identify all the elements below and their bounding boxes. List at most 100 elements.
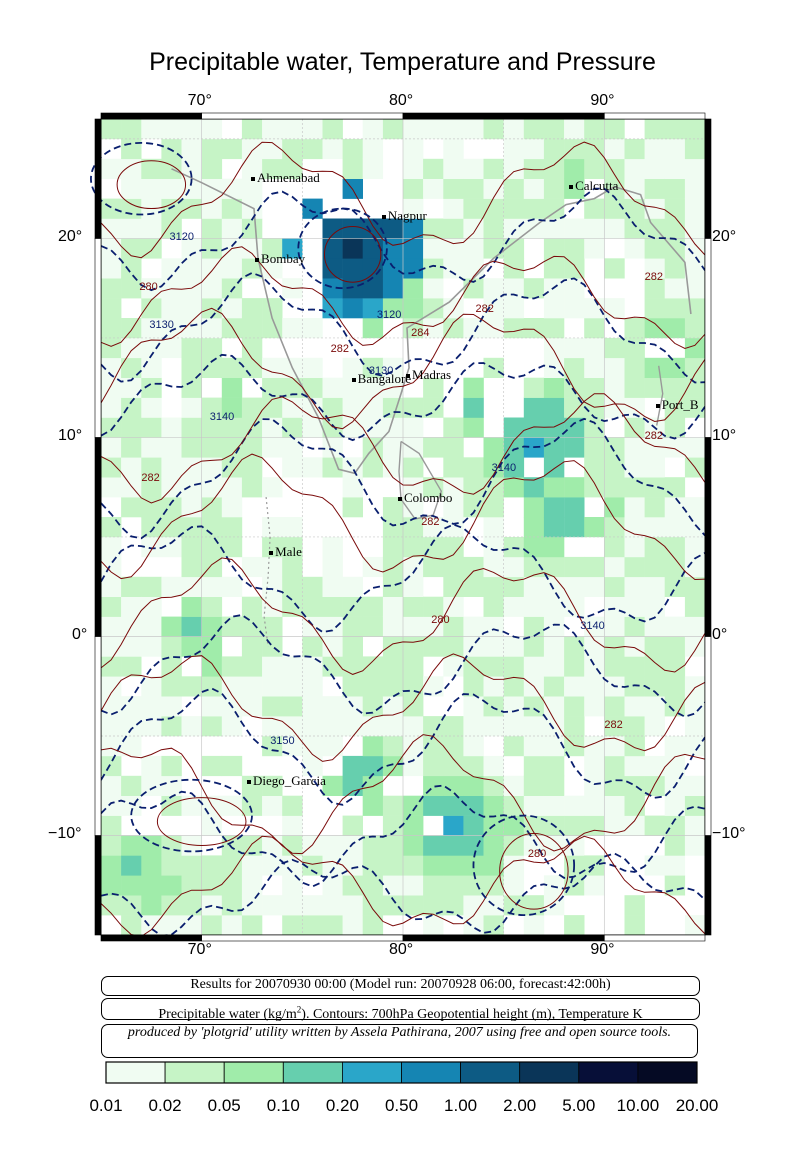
pw-cell [121, 258, 142, 279]
pw-cell [322, 915, 343, 936]
pw-cell [644, 238, 665, 259]
pw-cell [161, 497, 182, 518]
pw-cell [221, 218, 243, 239]
pw-cell [443, 716, 464, 737]
pw-cell [523, 497, 545, 518]
left-lat-label: 0° [72, 626, 88, 644]
pw-cell [101, 337, 122, 359]
pw-cell [322, 895, 343, 916]
pw-cell [463, 915, 484, 936]
pw-cell [624, 556, 645, 578]
pw-cell [664, 477, 686, 498]
pw-cell [121, 457, 142, 478]
pw-cell [342, 158, 363, 179]
pw-cell [463, 616, 484, 637]
pw-cell [543, 298, 565, 319]
pw-cell [282, 457, 303, 478]
pw-cell [141, 676, 162, 697]
pw-cell [664, 357, 686, 378]
pw-cell [684, 676, 706, 697]
pw-cell [322, 716, 343, 737]
pw-cell [403, 596, 424, 617]
pw-cell [503, 278, 525, 299]
pw-cell [443, 596, 464, 617]
pw-cell [644, 258, 665, 279]
pw-cell [543, 875, 565, 896]
pw-cell [362, 457, 384, 478]
pw-cell [403, 497, 424, 518]
pw-cell [161, 576, 182, 597]
pw-cell [221, 318, 243, 339]
pw-cell [523, 397, 545, 418]
pw-cell [463, 377, 484, 398]
right-lat-label: 0° [712, 626, 728, 644]
pw-cell [201, 417, 223, 438]
pw-cell [403, 218, 424, 239]
pw-cell [121, 716, 142, 737]
pw-cell [262, 636, 283, 657]
pw-cell [101, 517, 122, 538]
pw-cell [141, 855, 162, 876]
pw-cell [282, 835, 303, 856]
pw-cell [584, 337, 605, 359]
pw-cell [604, 437, 625, 458]
pw-cell [181, 318, 202, 339]
pw-cell [523, 198, 545, 219]
pw-cell [483, 158, 504, 179]
pw-cell [121, 596, 142, 617]
pw-cell [362, 835, 384, 856]
pw-cell [161, 298, 182, 319]
pw-cell [342, 397, 363, 418]
pw-cell [342, 915, 363, 936]
pw-cell [423, 915, 444, 936]
pw-cell [423, 477, 444, 498]
pw-cell [483, 218, 504, 239]
pw-cell [664, 119, 686, 140]
city-label: Diego_Garcia [252, 772, 326, 788]
pw-cell [161, 656, 182, 677]
pw-cell [342, 298, 363, 319]
pw-cell [483, 656, 504, 677]
contour-label: 282 [644, 271, 664, 284]
colorbar-swatch [282, 1061, 343, 1084]
pw-cell [664, 556, 686, 578]
pw-cell [221, 138, 243, 160]
pw-cell [141, 616, 162, 637]
pw-cell [403, 795, 424, 816]
height-contour-loop [90, 141, 193, 216]
pw-cell [564, 417, 585, 438]
pw-cell [624, 775, 645, 796]
pw-cell [322, 119, 343, 140]
pw-cell [564, 556, 585, 578]
pw-cell [121, 178, 142, 199]
pw-cell [443, 537, 464, 558]
pw-cell [302, 755, 323, 777]
pw-cell [262, 775, 283, 796]
pw-cell [161, 178, 182, 199]
pw-cell [624, 815, 645, 836]
pw-cell [503, 556, 525, 578]
pw-cell [483, 517, 504, 538]
pw-cell [221, 178, 243, 199]
pw-cell [262, 417, 283, 438]
bottom-lon-label: 80° [389, 941, 414, 958]
pw-cell [684, 795, 706, 816]
pw-cell [181, 238, 202, 259]
left-lat-label: −10° [48, 825, 82, 843]
pw-cell [584, 556, 605, 578]
map-frame [94, 112, 712, 942]
pw-cell [463, 477, 484, 498]
pw-cell [382, 716, 404, 737]
pw-cell [221, 278, 243, 299]
pw-cell [241, 337, 263, 359]
pw-cell [121, 397, 142, 418]
pw-cell [483, 178, 504, 199]
pw-cell [523, 576, 545, 597]
top-lon-label: 80° [389, 92, 414, 109]
pw-cell [664, 417, 686, 438]
pw-cell [121, 119, 142, 140]
pw-cell [483, 636, 504, 657]
pw-cell [624, 417, 645, 438]
pw-cell [141, 596, 162, 617]
pw-cell [523, 158, 545, 179]
